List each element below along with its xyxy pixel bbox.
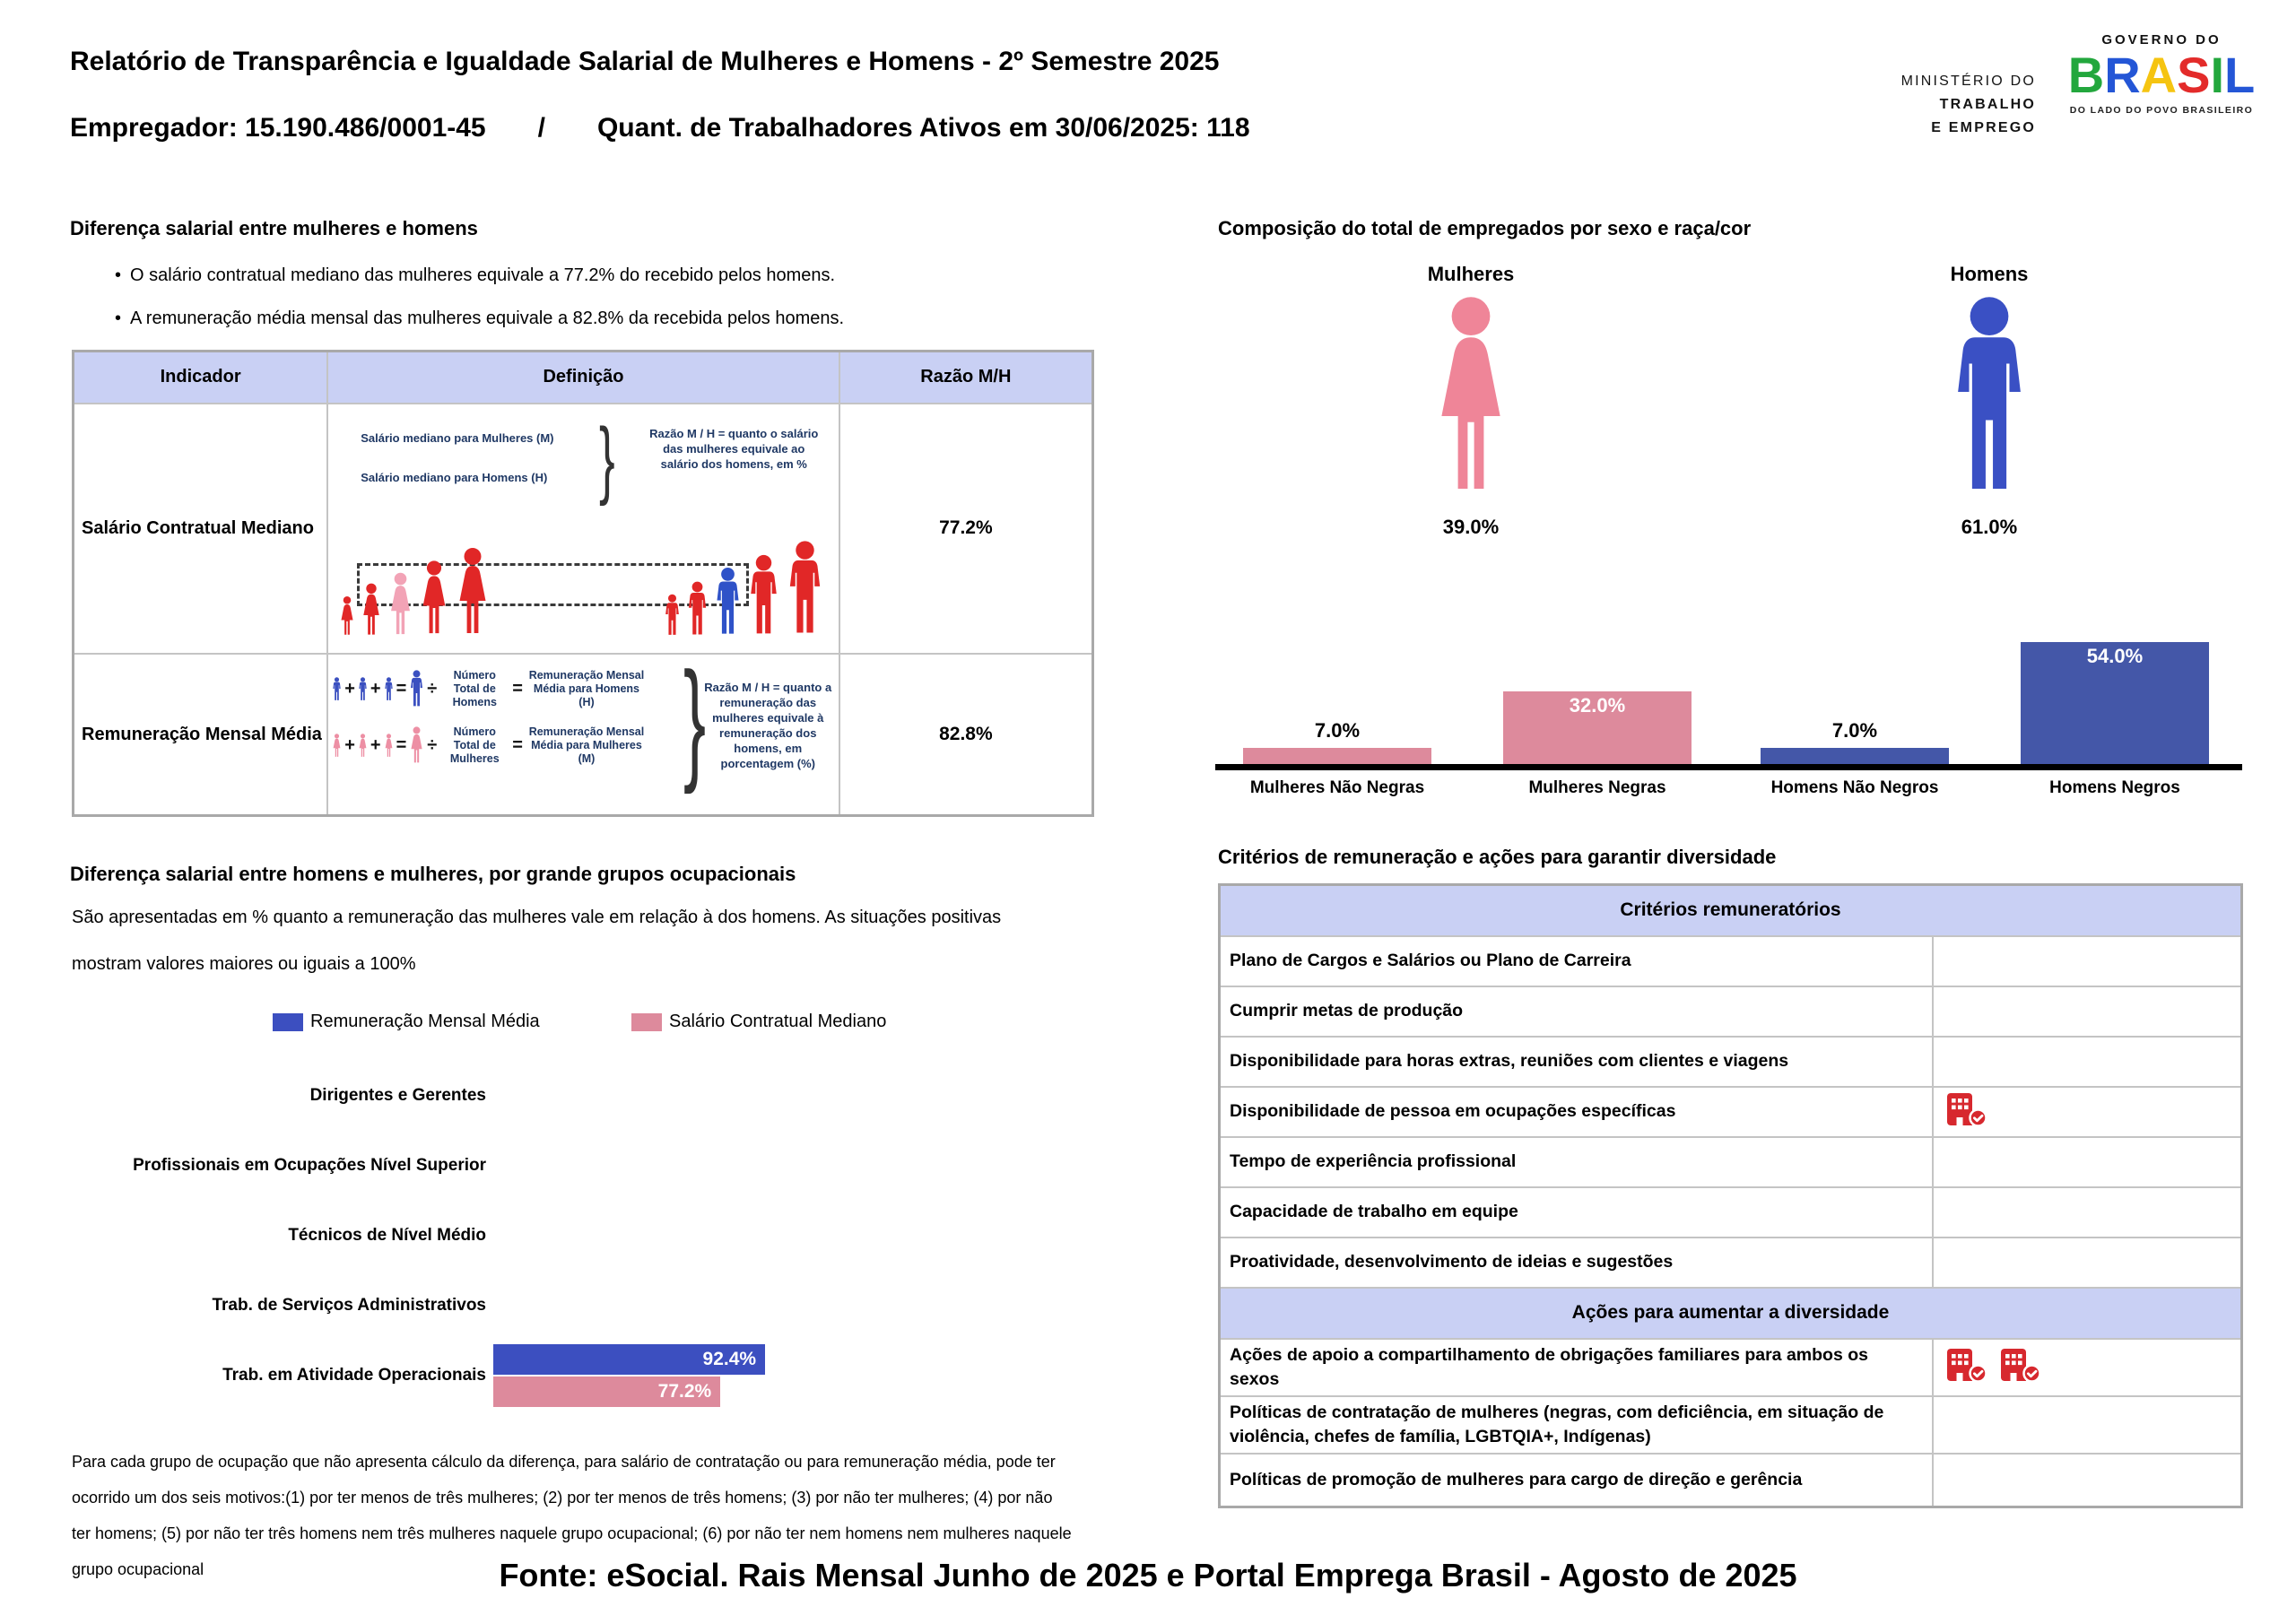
criteria-row: Cumprir metas de produção xyxy=(1218,985,1934,1038)
page-title: Relatório de Transparência e Igualdade S… xyxy=(70,47,1220,76)
criteria-row: Capacidade de trabalho em equipe xyxy=(1218,1185,1934,1238)
criteria-row-flag xyxy=(1931,985,2243,1038)
bullet-glyph: • xyxy=(115,265,122,285)
woman-icon xyxy=(1441,297,1500,489)
brace-glyph: } xyxy=(599,410,615,507)
building-check-icon xyxy=(1945,1347,1987,1383)
indicator-mean-label: Remuneração Mensal Média xyxy=(72,652,329,817)
occ-row-operacionais: Trab. em Atividade Operacionais 92.4% 77… xyxy=(72,1341,1121,1411)
occ-row-administrativos: Trab. de Serviços Administrativos xyxy=(212,1296,486,1315)
man-icon xyxy=(1958,297,2021,489)
building-check-icon xyxy=(1945,1091,1987,1127)
active-workers: Quant. de Trabalhadores Ativos em 30/06/… xyxy=(596,113,1250,143)
women-pictogram-icon xyxy=(339,547,491,637)
footer-source: Fonte: eSocial. Rais Mensal Junho de 202… xyxy=(499,1557,1797,1594)
action-row: Políticas de promoção de mulheres para c… xyxy=(1218,1452,1934,1508)
occ-row-profissionais: Profissionais em Ocupações Nível Superio… xyxy=(133,1156,486,1175)
employer-line: Empregador: 15.190.486/0001-45 / Quant. … xyxy=(70,113,1250,143)
criteria-row: Plano de Cargos e Salários ou Plano de C… xyxy=(1218,934,1934,987)
criteria-table: Critérios remuneratórios Plano de Cargos… xyxy=(1218,883,2243,1508)
bullet-median: • O salário contratual mediano das mulhe… xyxy=(115,265,836,285)
bar-mulheres-nao-negras: 7.0% xyxy=(1243,719,1431,764)
criteria-row-flag xyxy=(1931,934,2243,987)
race-bar-chart: 7.0% 32.0% 7.0% 54.0% Mulheres Não Negra… xyxy=(1215,619,2242,812)
legend-swatch-blue xyxy=(273,1012,303,1031)
brasil-government-logo: GOVERNO DO BRASIL DO LADO DO POVO BRASIL… xyxy=(2058,32,2265,116)
indicator-table: Indicador Definição Razão M/H Salário Co… xyxy=(72,350,1094,817)
bullet-mean: • A remuneração média mensal das mulhere… xyxy=(115,308,845,328)
ministry-logo: MINISTÉRIO DO TRABALHO E EMPREGO xyxy=(1900,74,2036,135)
occ-row-tecnicos: Técnicos de Nível Médio xyxy=(288,1226,486,1245)
criteria-row: Tempo de experiência profissional xyxy=(1218,1135,1934,1188)
brasil-wordmark: BRASIL xyxy=(2067,47,2256,103)
mean-diagram: + + = ÷ Número Total de Homens = Remuner… xyxy=(328,644,835,814)
bullet-glyph: • xyxy=(115,308,122,328)
action-row-flag xyxy=(1931,1394,2243,1455)
occupational-desc-1: São apresentadas em % quanto a remuneraç… xyxy=(72,908,1002,927)
section-heading-salary-gap: Diferença salarial entre mulheres e home… xyxy=(70,217,478,239)
criteria-section-actions: Ações para aumentar a diversidade xyxy=(1218,1286,2243,1340)
men-composition: Homens 61.0% xyxy=(1950,263,2029,538)
criteria-row-flag xyxy=(1931,1135,2243,1188)
criteria-row: Proatividade, desenvolvimento de ideias … xyxy=(1218,1236,1934,1289)
median-dashed-box xyxy=(357,562,750,606)
bar-mensal-media: 92.4% xyxy=(493,1344,766,1375)
criteria-section-remuneration: Critérios remuneratórios xyxy=(1218,883,2243,937)
criteria-row-flag xyxy=(1931,1185,2243,1238)
section-heading-criteria: Critérios de remuneração e ações para ga… xyxy=(1218,846,1777,868)
action-row-flag xyxy=(1931,1337,2243,1397)
women-composition: Mulheres 39.0% xyxy=(1427,263,1515,538)
legend-mensal-media: Remuneração Mensal Média xyxy=(273,1012,540,1032)
legend-contratual-mediano: Salário Contratual Mediano xyxy=(631,1012,886,1032)
ratio-median-value: 77.2% xyxy=(838,402,1094,655)
col-header-indicador: Indicador xyxy=(72,350,329,404)
col-header-definicao: Definição xyxy=(326,350,840,404)
action-row-flag xyxy=(1931,1452,2243,1508)
occupational-bar-chart: Dirigentes e Gerentes Profissionais em O… xyxy=(72,1061,1121,1411)
occupational-footnote: Para cada grupo de ocupação que não apre… xyxy=(72,1453,1072,1578)
median-diagram: Salário mediano para Mulheres (M) Salári… xyxy=(328,404,835,651)
ratio-mean-value: 82.8% xyxy=(838,652,1094,817)
criteria-row-flag xyxy=(1931,1085,2243,1138)
bar-homens-negros: 54.0% xyxy=(2021,641,2209,764)
action-row: Ações de apoio a compartilhamento de obr… xyxy=(1218,1337,1934,1397)
brace-glyph: } xyxy=(683,643,707,795)
occupational-desc-2: mostram valores maiores ou iguais a 100% xyxy=(72,954,416,974)
occ-row-dirigentes: Dirigentes e Gerentes xyxy=(309,1086,486,1105)
definition-mean-cell: + + = ÷ Número Total de Homens = Remuner… xyxy=(326,644,840,817)
building-check-icon xyxy=(1999,1347,2041,1383)
x-axis-line xyxy=(1215,764,2242,770)
employer-id: Empregador: 15.190.486/0001-45 xyxy=(70,113,486,143)
women-formula-row: + + = ÷ Número Total de Mulheres = Remun… xyxy=(332,725,692,766)
bar-homens-nao-negros: 7.0% xyxy=(1761,719,1949,764)
criteria-row-flag xyxy=(1931,1035,2243,1088)
action-row: Políticas de contratação de mulheres (ne… xyxy=(1218,1394,1934,1455)
bar-mulheres-negras: 32.0% xyxy=(1503,691,1692,764)
legend-swatch-pink xyxy=(631,1012,662,1031)
criteria-row: Disponibilidade de pessoa em ocupações e… xyxy=(1218,1085,1934,1138)
definition-median-cell: Salário mediano para Mulheres (M) Salári… xyxy=(326,402,840,655)
section-heading-composition: Composição do total de empregados por se… xyxy=(1218,217,1752,239)
men-formula-row: + + = ÷ Número Total de Homens = Remuner… xyxy=(332,669,692,709)
criteria-row: Disponibilidade para horas extras, reuni… xyxy=(1218,1035,1934,1088)
bar-contratual-mediano: 77.2% xyxy=(493,1376,721,1407)
population-pictogram xyxy=(339,536,824,637)
men-pictogram-icon xyxy=(664,540,824,637)
separator: / xyxy=(537,113,545,143)
indicator-median-label: Salário Contratual Mediano xyxy=(72,402,329,655)
col-header-razao: Razão M/H xyxy=(838,350,1094,404)
section-heading-occupational: Diferença salarial entre homens e mulher… xyxy=(70,863,796,885)
criteria-row-flag xyxy=(1931,1236,2243,1289)
